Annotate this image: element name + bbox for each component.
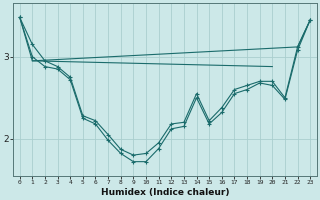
X-axis label: Humidex (Indice chaleur): Humidex (Indice chaleur) xyxy=(101,188,229,197)
